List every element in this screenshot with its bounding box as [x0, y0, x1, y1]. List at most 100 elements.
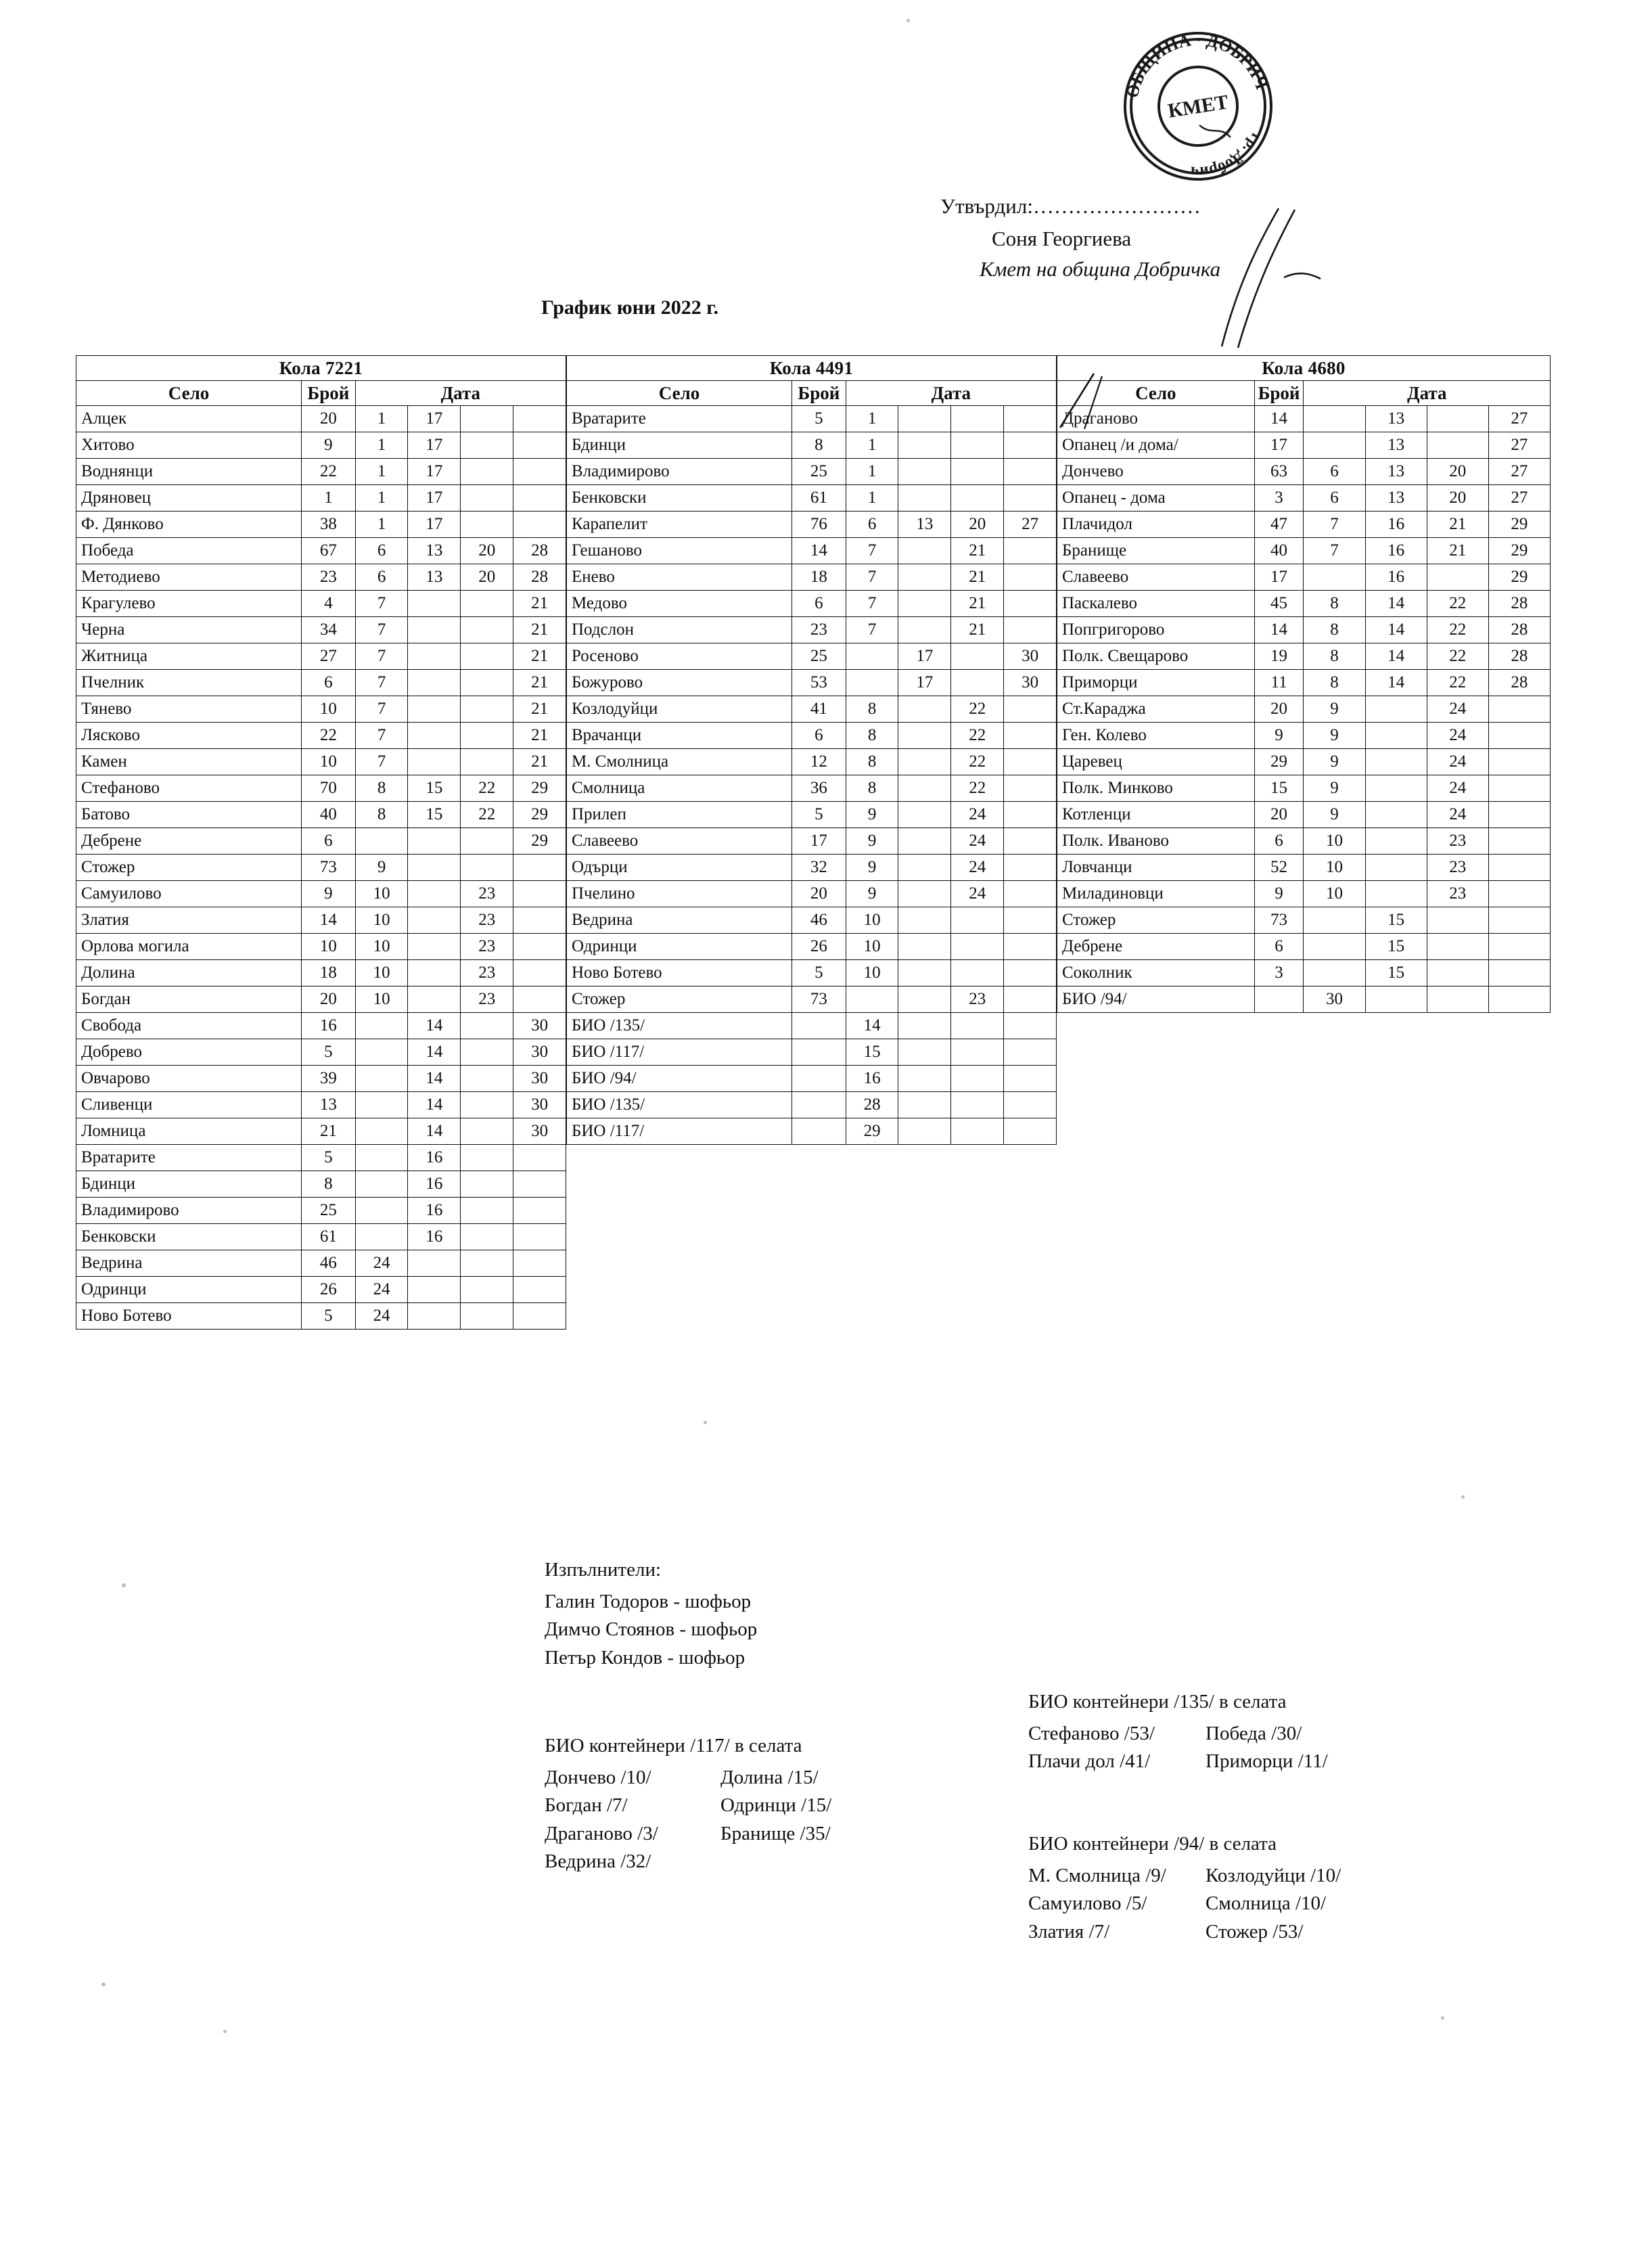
cell-village: Ведрина	[75, 1250, 302, 1277]
cell-count: 18	[791, 564, 846, 591]
table-row: Ведрина 46 24	[75, 1250, 566, 1277]
cell-date	[460, 458, 514, 485]
cell-date: 6	[1303, 458, 1366, 485]
cell-date	[1303, 959, 1366, 986]
table-row: Козлодуйци 41 8 22	[566, 696, 1057, 723]
cell-village: Полк. Иваново	[1057, 827, 1255, 855]
cell-village: Ловчанци	[1057, 854, 1255, 881]
table-row: Врачанци 6 8 22	[566, 722, 1057, 749]
cell-date	[407, 616, 461, 643]
cell-date: 10	[354, 959, 409, 986]
cell-date: 7	[845, 590, 899, 617]
cell-date	[1488, 827, 1551, 855]
cell-date: 21	[950, 564, 1005, 591]
cell-date	[1488, 959, 1551, 986]
cell-count: 5	[301, 1144, 356, 1171]
cell-date	[1426, 986, 1489, 1013]
cell-date: 21	[950, 537, 1005, 564]
cell-date	[460, 1012, 514, 1039]
cell-date	[950, 1012, 1005, 1039]
cell-date	[407, 1276, 461, 1303]
bio-village: Дончево /10/	[545, 1767, 651, 1789]
bio-containers-135-block: БИО контейнери /135/ в селата Стефаново …	[1028, 1688, 1368, 1776]
cell-date: 20	[460, 537, 514, 564]
cell-date: 21	[950, 590, 1005, 617]
cell-date	[513, 933, 566, 960]
cell-date: 1	[845, 405, 899, 432]
cell-date	[354, 1065, 409, 1092]
cell-date: 21	[513, 643, 566, 670]
bio-village: Долина /15/	[720, 1767, 819, 1789]
col-header-count: Брой	[1254, 380, 1304, 406]
cell-count: 73	[301, 854, 356, 881]
cell-count: 22	[301, 722, 356, 749]
cell-count: 20	[301, 405, 356, 432]
cell-village: Дряновец	[75, 484, 302, 512]
cell-count: 46	[301, 1250, 356, 1277]
cell-date: 23	[1426, 854, 1489, 881]
bio-village: Стожер /53/	[1206, 1920, 1304, 1943]
cell-date: 22	[460, 775, 514, 802]
cell-date: 28	[1488, 616, 1551, 643]
cell-village: Житница	[75, 643, 302, 670]
cell-date	[460, 1197, 514, 1224]
bio-village: Победа /30/	[1206, 1723, 1302, 1745]
cell-date	[513, 405, 566, 432]
cell-village: Котленци	[1057, 801, 1255, 828]
cell-count: 29	[1254, 748, 1304, 775]
pen-slash-mark	[1059, 373, 1103, 430]
cell-village: БИО /117/	[566, 1039, 793, 1066]
bio-list-row: Дончево /10/ Долина /15/	[545, 1764, 883, 1792]
cell-date: 16	[1364, 511, 1427, 538]
table-row: БИО /135/28	[566, 1091, 1057, 1118]
cell-date: 16	[407, 1223, 461, 1250]
cell-date: 23	[1426, 880, 1489, 907]
cell-date: 15	[1364, 959, 1427, 986]
cell-date	[354, 1144, 409, 1171]
cell-date	[513, 432, 566, 459]
cell-count	[1254, 986, 1304, 1013]
table-row: Котленци 20 9 24	[1057, 801, 1551, 828]
bio-village: Самуилово /5/	[1028, 1892, 1147, 1915]
col-header-count: Брой	[791, 380, 846, 406]
cell-date	[513, 854, 566, 881]
cell-date	[1488, 854, 1551, 881]
cell-date	[1364, 696, 1427, 723]
cell-date: 7	[845, 537, 899, 564]
cell-date	[1003, 775, 1057, 802]
cell-date	[1003, 827, 1057, 855]
cell-date: 27	[1488, 405, 1551, 432]
cell-date	[1364, 986, 1427, 1013]
cell-date: 22	[1426, 643, 1489, 670]
cell-date	[950, 1118, 1005, 1145]
table-row: Опанец /и дома/17 13 27	[1057, 432, 1551, 459]
cell-date: 27	[1488, 484, 1551, 512]
cell-date: 22	[1426, 616, 1489, 643]
cell-date: 13	[1364, 458, 1427, 485]
cell-count: 14	[791, 537, 846, 564]
cell-village: Златия	[75, 907, 302, 934]
cell-date	[898, 854, 952, 881]
cell-count: 73	[791, 986, 846, 1013]
cell-date	[950, 1091, 1005, 1118]
cell-date: 6	[845, 511, 899, 538]
table-body-7221: Алцек 20 1 17 Хитово 9 1 17 Воднянци 22 1 17 Дрянове…	[75, 405, 566, 1330]
cell-date	[513, 880, 566, 907]
cell-count: 67	[301, 537, 356, 564]
cell-count: 5	[791, 959, 846, 986]
cell-date: 17	[407, 458, 461, 485]
table-row: Вратарите 5 16	[75, 1144, 566, 1171]
table-row: Добрево 5 14 30	[75, 1039, 566, 1066]
cell-village: Бдинци	[566, 432, 793, 459]
cell-date	[1003, 907, 1057, 934]
cell-date	[1488, 748, 1551, 775]
cell-date	[1488, 775, 1551, 802]
cell-date	[898, 484, 952, 512]
cell-date: 7	[845, 616, 899, 643]
cell-date: 22	[460, 801, 514, 828]
cell-count: 22	[301, 458, 356, 485]
cell-date	[898, 696, 952, 723]
cell-date: 23	[460, 986, 514, 1013]
cell-date: 1	[354, 511, 409, 538]
cell-date	[898, 880, 952, 907]
